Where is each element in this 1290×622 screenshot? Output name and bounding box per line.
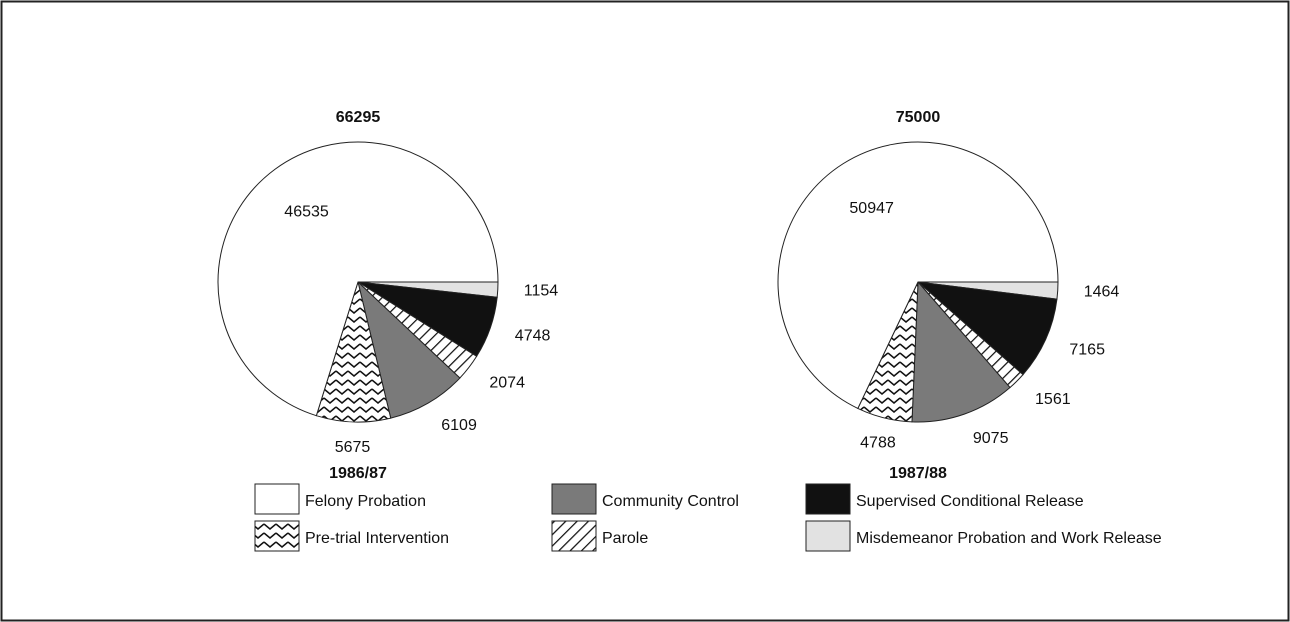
pie-label: 1987/88: [889, 465, 947, 482]
data-label: 46535: [284, 203, 329, 220]
pie-label: 1986/87: [329, 465, 387, 482]
legend-label: Pre-trial Intervention: [305, 530, 449, 547]
legend-label: Parole: [602, 530, 648, 547]
pie-title: 75000: [896, 109, 941, 126]
legend-label: Misdemeanor Probation and Work Release: [856, 530, 1162, 547]
pie-slice: [777, 141, 1059, 410]
pie-title: 66295: [336, 109, 381, 126]
data-label: 7165: [1069, 341, 1105, 358]
data-label: 9075: [973, 430, 1009, 447]
data-label: 1154: [524, 282, 559, 299]
pie-slice: [357, 280, 461, 419]
legend-swatch: [551, 520, 597, 552]
legend-label: Felony Probation: [305, 493, 426, 510]
pie-slice: [911, 280, 1011, 423]
legend-swatch: [805, 520, 851, 552]
data-label: 50947: [849, 200, 894, 217]
data-label: 1561: [1035, 391, 1071, 408]
data-label: 1464: [1084, 283, 1120, 300]
legend-swatch: [254, 520, 300, 552]
legend-swatch: [805, 483, 851, 515]
data-label: 4748: [515, 328, 551, 345]
legend-label: Supervised Conditional Release: [856, 493, 1084, 510]
data-label: 5675: [335, 439, 371, 456]
data-label: 6109: [441, 417, 477, 434]
pie-slice: [916, 281, 1058, 376]
data-label: 2074: [489, 375, 525, 392]
pie-slice: [217, 141, 499, 417]
legend-swatch: [551, 483, 597, 515]
data-label: 4788: [860, 434, 896, 451]
legend-swatch: [254, 483, 300, 515]
legend-label: Community Control: [602, 493, 739, 510]
